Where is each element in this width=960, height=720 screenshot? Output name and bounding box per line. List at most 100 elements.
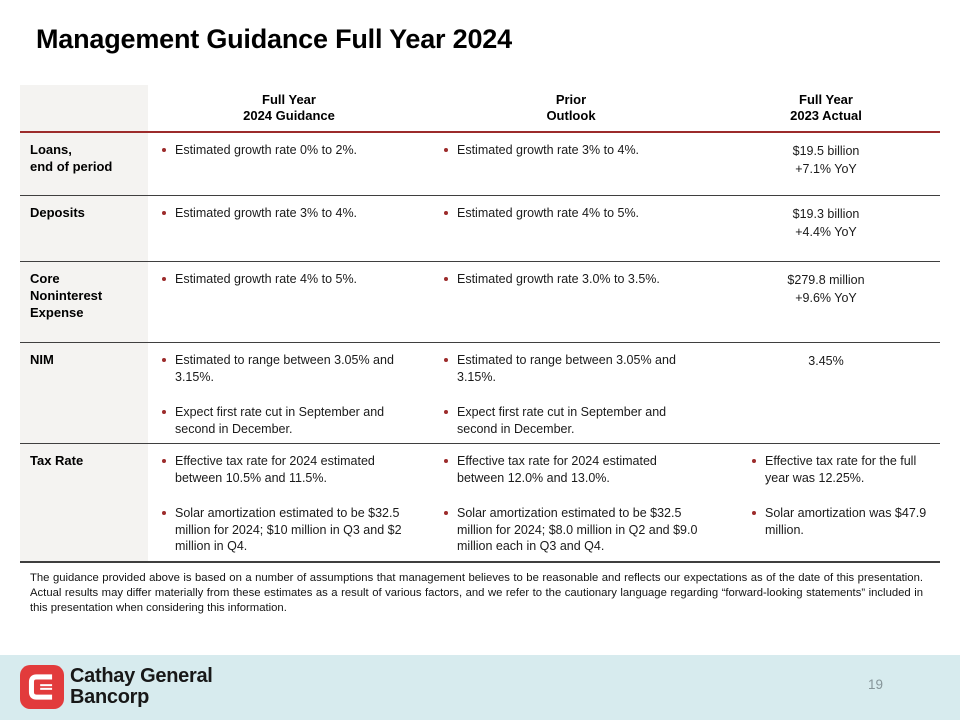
disclaimer-footnote: The guidance provided above is based on … bbox=[30, 572, 923, 615]
bullet-icon bbox=[752, 459, 756, 463]
row-label: NIM bbox=[20, 343, 148, 443]
bullet-cell: Estimated to range between 3.05% and 3.1… bbox=[148, 343, 430, 443]
column-header: Prior Outlook bbox=[430, 85, 712, 131]
bullet-cell: Effective tax rate for the full year was… bbox=[712, 444, 940, 561]
table-header-row: Full Year 2024 Guidance Prior Outlook Full Y… bbox=[20, 85, 940, 133]
bullet-item: Estimated growth rate 3% to 4%. bbox=[162, 205, 416, 222]
bullet-cell: Estimated growth rate 0% to 2%. bbox=[148, 133, 430, 195]
bullet-icon bbox=[162, 358, 166, 362]
bullet-icon bbox=[752, 511, 756, 515]
bullet-cell: Effective tax rate for 2024 estimated be… bbox=[430, 444, 712, 561]
guidance-table: Full Year 2024 Guidance Prior Outlook Full Y… bbox=[20, 85, 940, 563]
column-header-line: 2023 Actual bbox=[790, 108, 862, 123]
column-header-line: Full Year bbox=[262, 92, 316, 107]
page-title: Management Guidance Full Year 2024 bbox=[36, 24, 512, 54]
footer-bar: Cathay General Bancorp 19 bbox=[0, 655, 960, 720]
bullet-icon bbox=[162, 511, 166, 515]
bullet-item: Estimated growth rate 4% to 5%. bbox=[444, 205, 698, 222]
bullet-text: Estimated growth rate 3.0% to 3.5%. bbox=[457, 272, 660, 286]
bullet-item: Solar amortization was $47.9 million. bbox=[752, 505, 934, 538]
bullet-text: Expect first rate cut in September and s… bbox=[175, 405, 385, 436]
bullet-item: Estimated growth rate 3% to 4%. bbox=[444, 142, 698, 159]
bullet-text: Expect first rate cut in September and s… bbox=[457, 405, 667, 436]
table-row: NIM Estimated to range between 3.05% and … bbox=[20, 342, 940, 443]
value-line: $279.8 million bbox=[787, 273, 865, 287]
value-line: +9.6% YoY bbox=[795, 291, 857, 306]
bullet-cell: Estimated growth rate 3% to 4%. bbox=[148, 196, 430, 261]
value-cell: $19.5 billion +7.1% YoY bbox=[712, 133, 940, 195]
value-line: $19.5 billion bbox=[792, 144, 860, 158]
bullet-cell: Estimated growth rate 3% to 4%. bbox=[430, 133, 712, 195]
cathay-c-logo-icon bbox=[20, 665, 64, 709]
bullet-item: Effective tax rate for the full year was… bbox=[752, 453, 934, 486]
column-header-line: 2024 Guidance bbox=[243, 108, 335, 123]
company-name: Cathay General Bancorp bbox=[70, 666, 213, 708]
bullet-text: Effective tax rate for the full year was… bbox=[765, 454, 917, 485]
value-line: +4.4% YoY bbox=[795, 225, 857, 240]
table-row: Deposits Estimated growth rate 3% to 4%. E… bbox=[20, 195, 940, 261]
value-line: +7.1% YoY bbox=[795, 162, 857, 177]
bullet-text: Solar amortization estimated to be $32.5… bbox=[175, 506, 402, 553]
bullet-item: Estimated growth rate 0% to 2%. bbox=[162, 142, 416, 159]
company-name-line1: Cathay General bbox=[70, 665, 213, 687]
row-label: Tax Rate bbox=[20, 444, 148, 561]
row-label: Core Noninterest Expense bbox=[20, 262, 148, 342]
bullet-icon bbox=[444, 211, 448, 215]
bullet-item: Expect first rate cut in September and s… bbox=[444, 404, 698, 437]
bullet-icon bbox=[444, 459, 448, 463]
bullet-cell: Estimated to range between 3.05% and 3.1… bbox=[430, 343, 712, 443]
bullet-text: Estimated growth rate 0% to 2%. bbox=[175, 143, 358, 157]
bullet-cell: Estimated growth rate 3.0% to 3.5%. bbox=[430, 262, 712, 342]
bullet-text: Estimated growth rate 3% to 4%. bbox=[175, 206, 358, 220]
bullet-text: Effective tax rate for 2024 estimated be… bbox=[457, 454, 657, 485]
bullet-icon bbox=[162, 211, 166, 215]
bullet-text: Estimated growth rate 3% to 4%. bbox=[457, 143, 640, 157]
table-row: Loans, end of period Estimated growth rat… bbox=[20, 133, 940, 195]
bullet-item: Estimated to range between 3.05% and 3.1… bbox=[444, 352, 698, 385]
bullet-text: Solar amortization estimated to be $32.5… bbox=[457, 506, 698, 553]
value-cell: $279.8 million +9.6% YoY bbox=[712, 262, 940, 342]
bullet-icon bbox=[162, 410, 166, 414]
bullet-cell: Estimated growth rate 4% to 5%. bbox=[148, 262, 430, 342]
table-row: Tax Rate Effective tax rate for 2024 esti… bbox=[20, 443, 940, 561]
bullet-text: Estimated to range between 3.05% and 3.1… bbox=[175, 353, 394, 384]
bullet-item: Expect first rate cut in September and s… bbox=[162, 404, 416, 437]
column-header-line: Prior bbox=[555, 92, 587, 107]
bullet-text: Effective tax rate for 2024 estimated be… bbox=[175, 454, 375, 485]
bullet-cell: Effective tax rate for 2024 estimated be… bbox=[148, 444, 430, 561]
bullet-text: Estimated growth rate 4% to 5%. bbox=[175, 272, 358, 286]
row-label: Deposits bbox=[20, 196, 148, 261]
bullet-icon bbox=[444, 148, 448, 152]
company-name-line2: Bancorp bbox=[70, 686, 150, 708]
bullet-item: Effective tax rate for 2024 estimated be… bbox=[162, 453, 416, 486]
bullet-item: Estimated growth rate 4% to 5%. bbox=[162, 271, 416, 288]
value-line: $19.3 billion bbox=[792, 207, 860, 221]
bullet-cell: Estimated growth rate 4% to 5%. bbox=[430, 196, 712, 261]
bullet-text: Estimated to range between 3.05% and 3.1… bbox=[457, 353, 676, 384]
column-header-line: Full Year bbox=[799, 92, 853, 107]
bullet-item: Estimated to range between 3.05% and 3.1… bbox=[162, 352, 416, 385]
bullet-item: Effective tax rate for 2024 estimated be… bbox=[444, 453, 698, 486]
value-line: 3.45% bbox=[808, 354, 844, 368]
row-label: Loans, end of period bbox=[20, 133, 148, 195]
bullet-text: Estimated growth rate 4% to 5%. bbox=[457, 206, 640, 220]
bullet-item: Solar amortization estimated to be $32.5… bbox=[162, 505, 416, 555]
bullet-icon bbox=[444, 511, 448, 515]
table-corner-cell bbox=[20, 85, 148, 131]
column-header: Full Year 2024 Guidance bbox=[148, 85, 430, 131]
value-cell: 3.45% bbox=[712, 343, 940, 443]
bullet-item: Solar amortization estimated to be $32.5… bbox=[444, 505, 698, 555]
bullet-icon bbox=[162, 277, 166, 281]
bullet-text: Solar amortization was $47.9 million. bbox=[765, 506, 927, 537]
table-row: Core Noninterest Expense Estimated growth… bbox=[20, 261, 940, 342]
bullet-icon bbox=[162, 148, 166, 152]
page-number: 19 bbox=[868, 677, 884, 692]
column-header-line: Outlook bbox=[546, 108, 596, 123]
bullet-icon bbox=[444, 277, 448, 281]
bullet-icon bbox=[162, 459, 166, 463]
column-header: Full Year 2023 Actual bbox=[712, 85, 940, 131]
value-cell: $19.3 billion +4.4% YoY bbox=[712, 196, 940, 261]
bullet-item: Estimated growth rate 3.0% to 3.5%. bbox=[444, 271, 698, 288]
bullet-icon bbox=[444, 358, 448, 362]
